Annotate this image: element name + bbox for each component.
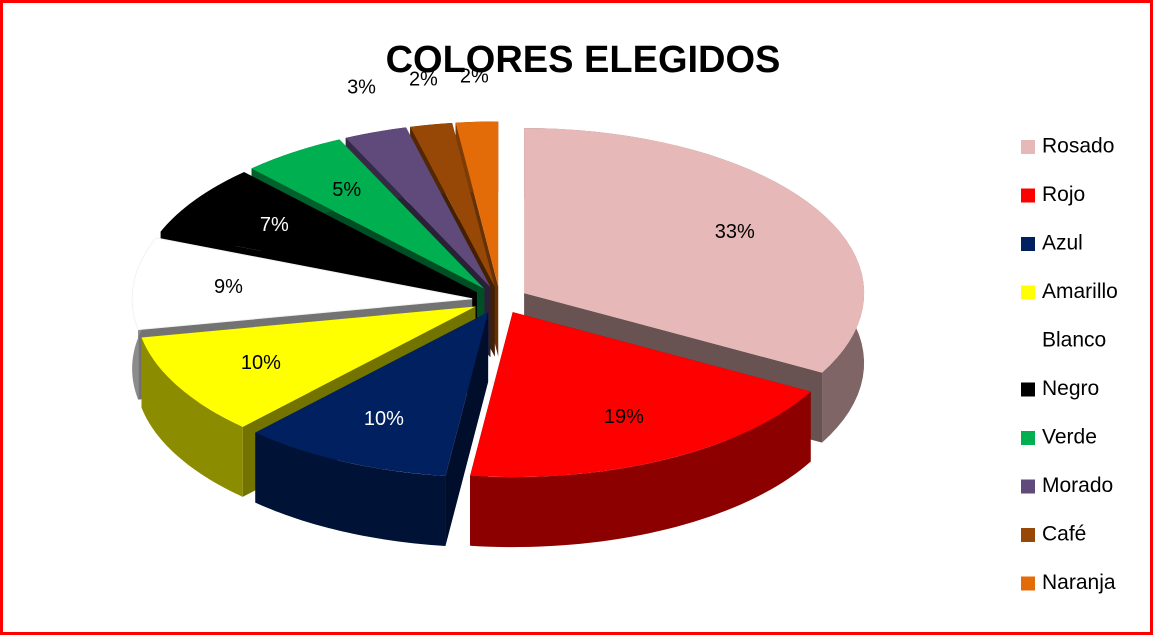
legend-swatch [1021,479,1035,494]
slice-top [251,139,485,289]
data-label: 33% [715,221,755,243]
legend: Rosado Rojo Azul Amarillo Blanco Negro Verde Mo… [1021,135,1118,594]
legend-label: Blanco [1042,329,1106,352]
slice-side [141,337,243,497]
legend-swatch [1021,237,1035,251]
data-label: 5% [332,179,361,201]
legend-swatch [1021,431,1035,445]
legend-label: Rosado [1042,135,1114,158]
legend-swatch [1021,528,1035,542]
data-label: 10% [364,408,404,430]
legend-swatch [1021,576,1035,591]
data-label: 7% [260,214,289,236]
legend-label: Naranja [1042,571,1116,594]
legend-swatch [1021,188,1035,203]
legend-swatch [1021,285,1035,300]
legend-swatch [1021,334,1035,348]
pie: 33% 19% 10% 10% 9% 7% 5% 3% 2% 2% [131,65,865,548]
legend-label: Negro [1042,377,1099,400]
slice-top [141,306,476,427]
slice-top [255,312,489,476]
legend-label: Rojo [1042,183,1085,206]
slice-top [455,121,499,287]
slice-side [255,432,446,546]
legend-swatch [1021,382,1035,397]
slice-side [470,391,811,548]
legend-label: Azul [1042,232,1083,255]
slice-top [410,122,495,287]
slice [255,312,489,546]
data-label: 19% [604,406,644,428]
legend-label: Amarillo [1042,280,1118,303]
data-label: 2% [409,68,438,90]
legend-label: Café [1042,523,1086,546]
legend-swatch [1021,140,1035,154]
data-label: 2% [460,65,489,87]
slice [470,312,811,548]
slice-top [160,172,477,293]
slice-top [470,312,811,478]
legend-label: Morado [1042,474,1113,497]
data-label: 10% [241,352,281,374]
slice-top [524,128,865,373]
legend-label: Verde [1042,426,1097,449]
data-label: 9% [214,276,243,298]
slice-top [131,237,473,331]
data-label: 3% [347,77,376,99]
chart-title: COLORES ELEGIDOS [386,39,781,81]
slice-top [345,127,491,288]
